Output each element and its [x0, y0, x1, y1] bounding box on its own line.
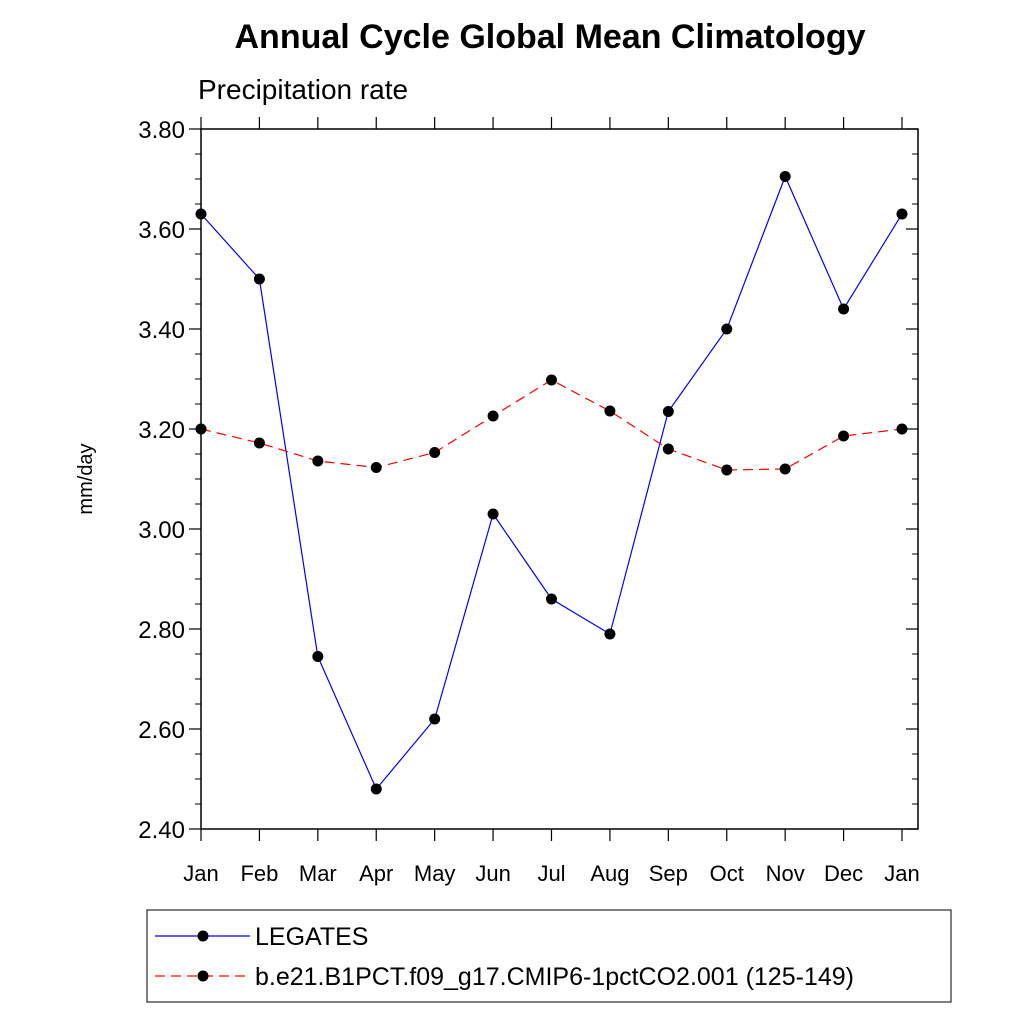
x-tick-label: Jun — [475, 861, 510, 886]
x-tick-label: Aug — [590, 861, 629, 886]
series-2-point — [721, 464, 733, 476]
legend: LEGATES b.e21.B1PCT.f09_g17.CMIP6-1pctCO2… — [146, 909, 952, 1003]
x-tick-label: Nov — [766, 861, 805, 886]
legend-label-2: b.e21.B1PCT.f09_g17.CMIP6-1pctCO2.001 (1… — [255, 963, 854, 991]
series-1-point — [487, 508, 499, 520]
series-2-point — [487, 410, 499, 422]
series-line-2 — [200, 379, 903, 471]
series-1-point — [779, 171, 791, 182]
chart-subtitle: Precipitation rate — [198, 74, 408, 105]
series-1-point — [896, 208, 908, 220]
x-tick-label: Jan — [183, 861, 218, 886]
series-2-point — [662, 443, 674, 455]
y-tick-label: 3.20 — [138, 417, 185, 444]
x-tick-label: Apr — [359, 861, 393, 886]
series-1-point — [721, 323, 733, 335]
x-tick-label: Dec — [824, 861, 863, 886]
legend-marker-1 — [197, 930, 209, 942]
series-2-point — [370, 462, 382, 473]
y-tick-label: 2.80 — [138, 617, 185, 644]
series-1-point — [370, 783, 382, 795]
series-1-point — [253, 273, 265, 285]
series-1-point — [604, 628, 616, 640]
y-axis-label: mm/day — [75, 443, 97, 514]
series-2-point — [779, 463, 791, 475]
legend-items: LEGATES b.e21.B1PCT.f09_g17.CMIP6-1pctCO2… — [155, 923, 854, 991]
x-tick-label: Oct — [710, 861, 744, 886]
series-2-point — [312, 455, 324, 467]
y-tick-label: 3.60 — [138, 217, 185, 244]
y-tick-label: 3.80 — [138, 117, 185, 144]
x-tick-label: Feb — [240, 861, 278, 886]
series-1-point — [195, 208, 207, 220]
x-tick-label: May — [414, 861, 456, 886]
series-2-point — [429, 447, 441, 458]
series-2-point — [896, 423, 908, 435]
y-tick-label: 3.00 — [138, 517, 185, 544]
y-tick-label: 3.40 — [138, 317, 185, 344]
series-1-point — [838, 303, 850, 315]
series-line-1 — [200, 174, 903, 791]
legend-marker-2 — [197, 970, 209, 982]
y-tick-label: 2.60 — [138, 717, 185, 744]
x-tick-label: Sep — [649, 861, 688, 886]
x-tick-label: Mar — [299, 861, 337, 886]
series-2-point — [195, 423, 207, 435]
x-tick-label: Jul — [537, 861, 565, 886]
x-tick-label: Jan — [884, 861, 919, 886]
series-1-point — [546, 593, 557, 605]
series-2-point — [546, 374, 557, 386]
axes-layer: 2.40 2.60 2.80 3.00 3.20 3.40 3.60 3.80 Jan Feb Ma… — [138, 117, 920, 886]
series-1-point — [429, 713, 441, 725]
legend-label-1: LEGATES — [255, 923, 368, 951]
legend-box — [146, 909, 952, 1003]
y-tick-label: 2.40 — [138, 817, 185, 844]
series-2-point — [253, 437, 265, 449]
series-2-point — [604, 405, 616, 417]
series-1-point — [312, 651, 324, 662]
series-1-point — [662, 406, 674, 417]
chart-title: Annual Cycle Global Mean Climatology — [235, 18, 866, 56]
series-layer — [195, 171, 908, 795]
series-2-point — [838, 430, 850, 442]
